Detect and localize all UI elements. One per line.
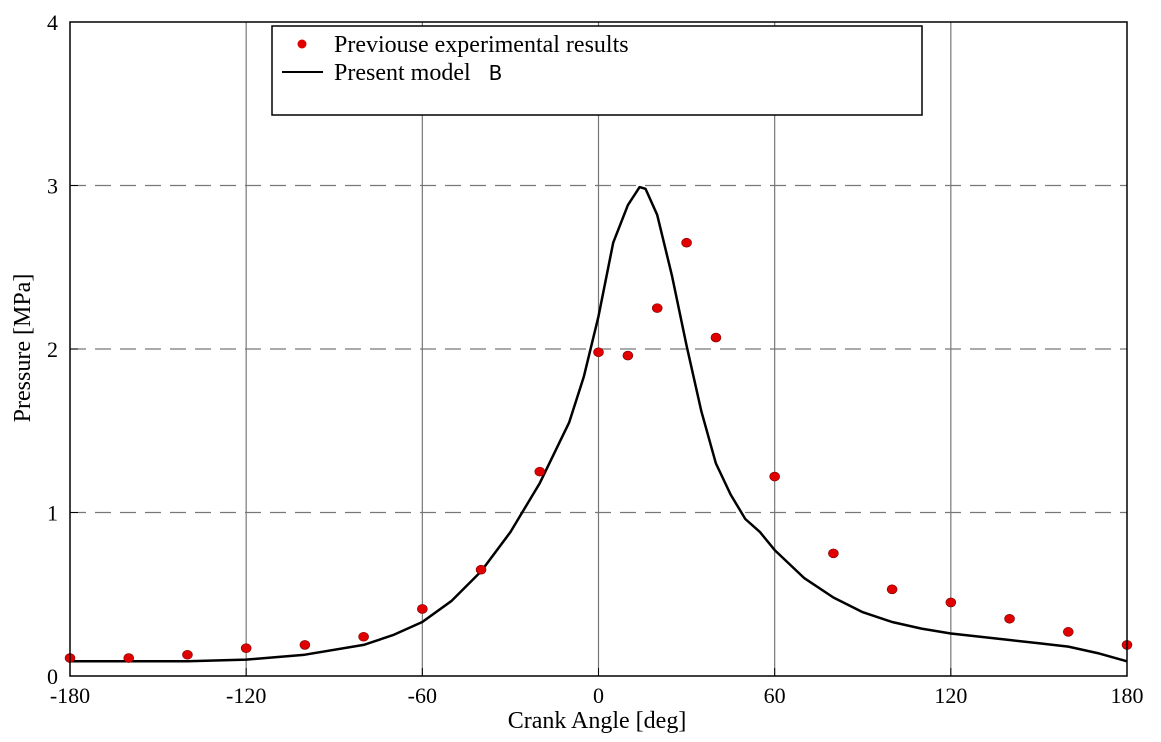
experimental-point bbox=[828, 548, 839, 559]
y-axis-ticks: 0 1 2 3 4 bbox=[47, 10, 78, 689]
x-tick-label: 120 bbox=[934, 683, 967, 708]
legend: Previouse experimental results Present m… bbox=[271, 25, 923, 116]
x-tick-label: 0 bbox=[593, 683, 604, 708]
experimental-point bbox=[358, 631, 369, 642]
experimental-point bbox=[945, 597, 957, 608]
experimental-point bbox=[622, 350, 634, 361]
experimental-point bbox=[681, 237, 692, 248]
x-tick-label: -60 bbox=[408, 683, 437, 708]
experimental-point bbox=[417, 604, 428, 614]
x-tick-label: -120 bbox=[226, 683, 266, 708]
experimental-point bbox=[182, 649, 193, 660]
y-tick-label: 0 bbox=[47, 664, 58, 689]
experimental-point bbox=[299, 640, 311, 650]
experimental-point bbox=[769, 471, 780, 482]
experimental-points-series bbox=[64, 237, 1133, 663]
x-tick-label: 60 bbox=[764, 683, 786, 708]
y-tick-label: 4 bbox=[47, 10, 58, 35]
x-axis-label: Crank Angle [deg] bbox=[508, 708, 687, 734]
y-tick-label: 2 bbox=[47, 337, 58, 362]
legend-label-model-suffix: B bbox=[489, 61, 503, 85]
experimental-point bbox=[1062, 627, 1074, 637]
experimental-point bbox=[1004, 613, 1015, 624]
legend-label-model-name: Present model bbox=[334, 60, 471, 86]
experimental-point bbox=[123, 653, 135, 663]
x-tick-label: 180 bbox=[1111, 683, 1144, 708]
legend-marker-experimental bbox=[297, 39, 307, 49]
legend-box bbox=[271, 25, 923, 116]
experimental-point bbox=[593, 347, 604, 358]
model-line bbox=[70, 185, 1128, 663]
experimental-point bbox=[710, 332, 722, 343]
x-tick-label: -180 bbox=[50, 683, 90, 708]
experimental-point bbox=[240, 643, 252, 654]
experimental-point bbox=[534, 466, 546, 477]
model-line-series bbox=[70, 185, 1128, 663]
experimental-point bbox=[475, 564, 487, 575]
legend-label-model: Present model B bbox=[334, 60, 502, 86]
experimental-point bbox=[886, 584, 898, 595]
experimental-point bbox=[651, 303, 663, 313]
y-tick-label: 3 bbox=[47, 174, 58, 199]
legend-label-experimental: Previouse experimental results bbox=[334, 32, 629, 58]
y-axis-label: Pressure [MPa] bbox=[10, 274, 36, 423]
y-tick-label: 1 bbox=[47, 501, 58, 526]
x-axis-ticks: -180 -120 -60 0 60 120 180 bbox=[50, 668, 1144, 708]
